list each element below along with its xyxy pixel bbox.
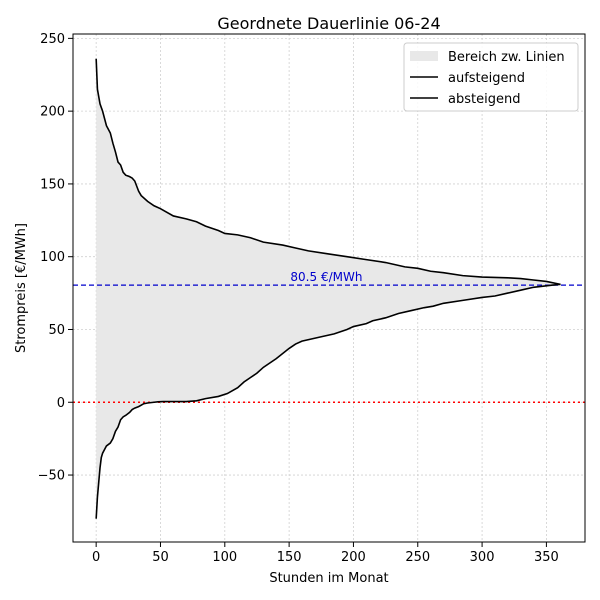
y-axis-ticks: −50 0 50 100 150 200 250 xyxy=(38,32,73,484)
plot-frame xyxy=(72,33,586,543)
fill-between-area xyxy=(96,58,561,519)
legend: Bereich zw. Linien aufsteigend absteigen… xyxy=(403,42,579,112)
legend-swatch-fill xyxy=(410,51,438,61)
legend-label-fill: Bereich zw. Linien xyxy=(448,50,565,65)
x-tick-label: 100 xyxy=(212,550,237,565)
series-line-aufsteigend xyxy=(95,283,561,519)
y-tick-label: 0 xyxy=(57,396,65,411)
chart-title: Geordnete Dauerlinie 06-24 xyxy=(217,14,440,33)
x-tick-label: 0 xyxy=(92,550,100,565)
x-axis-ticks: 0 50 100 150 200 250 300 350 xyxy=(92,542,559,565)
y-tick-label: 250 xyxy=(40,32,65,47)
y-tick-label: 50 xyxy=(48,323,65,338)
x-axis-label: Stunden im Monat xyxy=(269,571,388,586)
legend-label-aufsteigend: aufsteigend xyxy=(448,71,525,86)
x-tick-label: 200 xyxy=(341,550,366,565)
series-line-absteigend xyxy=(95,58,561,286)
x-tick-label: 50 xyxy=(152,550,169,565)
x-tick-label: 300 xyxy=(470,550,495,565)
x-tick-label: 350 xyxy=(534,550,559,565)
y-tick-label: 150 xyxy=(40,177,65,192)
x-tick-label: 150 xyxy=(277,550,302,565)
y-tick-label: 200 xyxy=(40,105,65,120)
y-tick-label: −50 xyxy=(38,469,65,484)
mean-price-label: 80.5 €/MWh xyxy=(290,270,362,284)
x-tick-label: 250 xyxy=(405,550,430,565)
legend-label-absteigend: absteigend xyxy=(448,92,520,107)
y-axis-label: Strompreis [€/MWh] xyxy=(14,223,29,353)
y-tick-label: 100 xyxy=(40,250,65,265)
legend-box xyxy=(403,42,579,112)
